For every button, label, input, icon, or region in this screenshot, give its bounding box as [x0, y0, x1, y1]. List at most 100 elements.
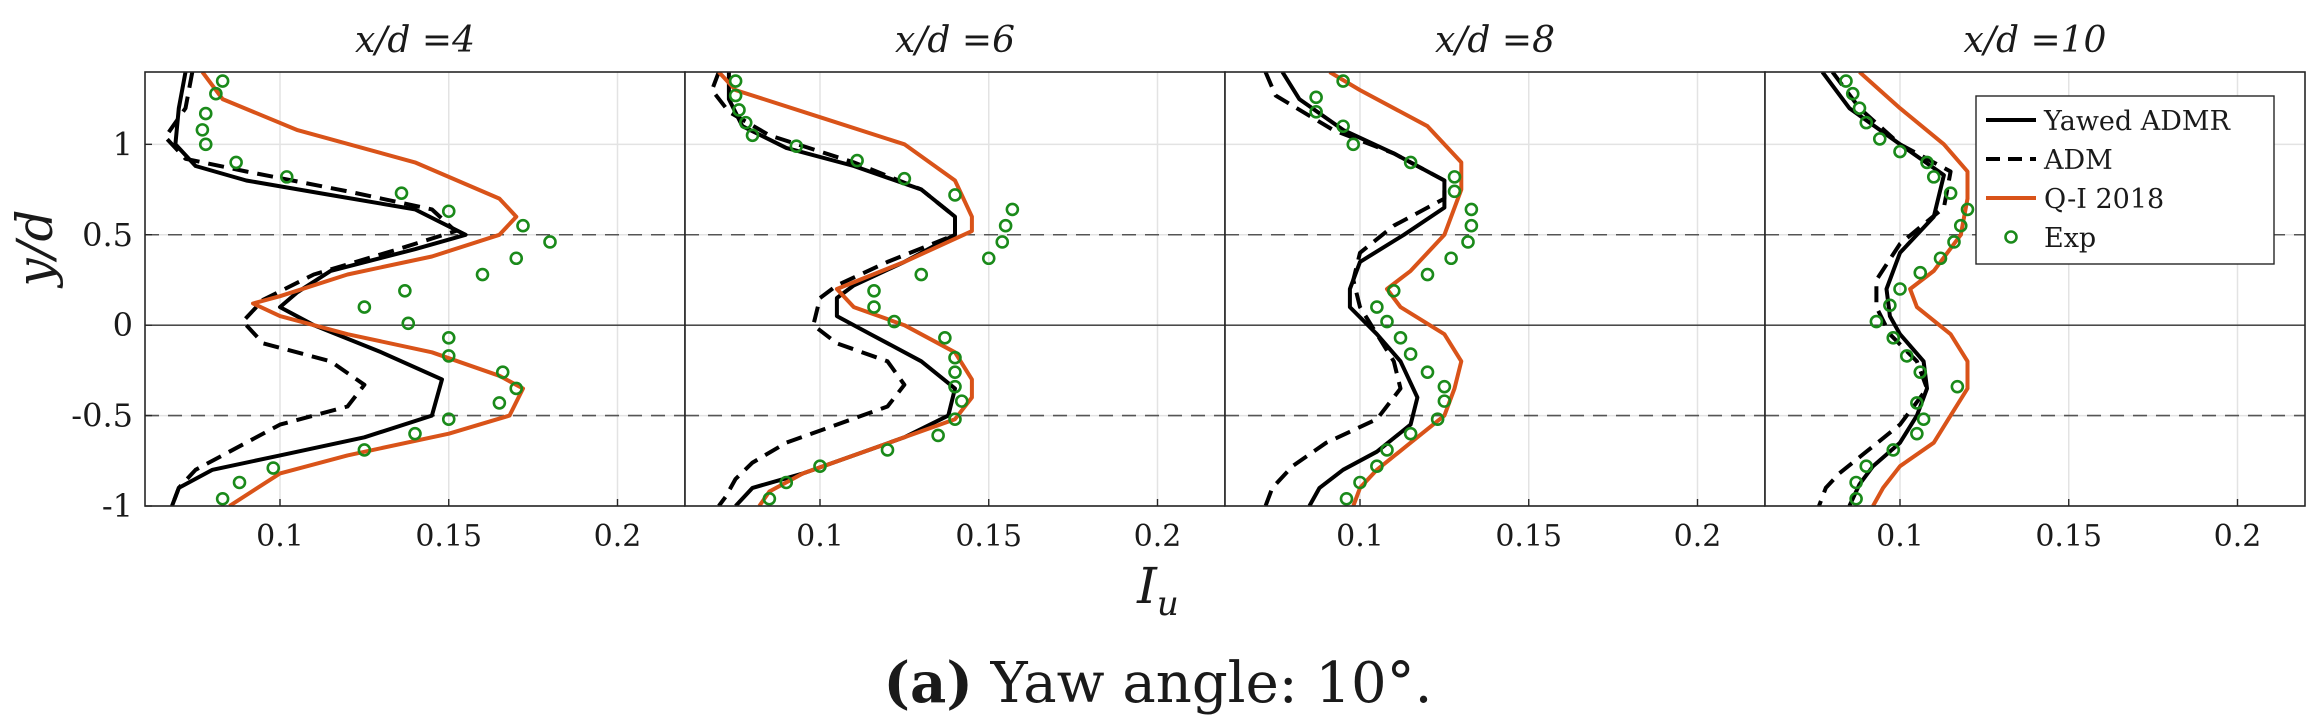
- exp-point: [1430, 412, 1445, 427]
- exp-point: [1380, 314, 1394, 329]
- exp-point: [1886, 331, 1901, 345]
- exp-point: [232, 475, 247, 490]
- exp-point: [1464, 202, 1479, 217]
- exp-point: [198, 106, 213, 121]
- exp-point: [1943, 186, 1958, 200]
- exp-point: [279, 170, 294, 184]
- y-tick-label: 0: [113, 306, 133, 344]
- exp-point: [1393, 331, 1408, 345]
- exp-point: [357, 443, 372, 457]
- y-tick-label: -0.5: [71, 397, 133, 435]
- exp-point: [1353, 475, 1367, 490]
- exp-point: [1916, 412, 1931, 427]
- exp-point: [509, 381, 524, 396]
- exp-point: [1849, 475, 1863, 490]
- caption-text: Yaw angle: 10°.: [973, 651, 1433, 716]
- exp-point: [1950, 379, 1965, 394]
- exp-point: [779, 475, 794, 490]
- exp-point: [880, 443, 895, 457]
- series-group: [1817, 72, 1975, 506]
- panel-4: 0.1 0.15 0.2 x/d =10 Yawed ADMR ADM Q-I 2018 Ex…: [1764, 20, 2306, 554]
- exp-point: [931, 428, 945, 443]
- exp-point: [887, 314, 902, 329]
- exp-point: [475, 267, 490, 282]
- exp-point: [1859, 115, 1874, 130]
- exp-point: [1336, 74, 1350, 88]
- exp-point: [441, 412, 456, 427]
- exp-point: [1447, 170, 1462, 184]
- series-line-yawed-admr: [1280, 72, 1447, 506]
- exp-point: [266, 461, 281, 475]
- exp-point: [1309, 90, 1323, 105]
- x-tick-label: 0.1: [796, 519, 844, 554]
- legend-label: Exp: [2044, 223, 2096, 254]
- exp-point: [1913, 265, 1928, 280]
- exp-point: [762, 491, 777, 506]
- x-tick-label: 0.15: [2035, 519, 2102, 554]
- exp-point: [998, 218, 1013, 233]
- series-group: [710, 72, 1020, 506]
- exp-point: [401, 316, 416, 331]
- legend-marker: [2004, 230, 2018, 244]
- figure-caption: (a) Yaw angle: 10°.: [884, 650, 1433, 716]
- series-line-adm: [710, 72, 957, 506]
- series-line-q-i-2018: [1858, 72, 1970, 506]
- panel-title: x/d =8: [1435, 20, 1555, 61]
- panel-title: x/d =6: [895, 20, 1015, 61]
- exp-point: [1346, 137, 1361, 152]
- exp-point: [948, 412, 962, 427]
- x-tick-label: 0.1: [256, 519, 304, 554]
- series-group: [1263, 72, 1479, 506]
- exp-point: [1444, 251, 1458, 266]
- x-tick-label: 0.2: [594, 519, 642, 554]
- series-line-q-i-2018: [1328, 72, 1464, 506]
- x-tick-label: 0.2: [1674, 519, 1722, 554]
- exp-point: [745, 128, 760, 143]
- exp-point: [1883, 298, 1897, 313]
- x-tick-label: 0.15: [1495, 519, 1562, 554]
- exp-point: [728, 88, 743, 103]
- caption-tag: (a): [884, 650, 973, 716]
- exp-point: [1420, 267, 1435, 282]
- exp-point: [1886, 443, 1901, 457]
- series-line-q-i-2018: [200, 72, 525, 506]
- exp-point: [357, 300, 372, 314]
- exp-point: [1464, 218, 1479, 233]
- exp-point: [1893, 282, 1907, 296]
- exp-point: [1403, 347, 1418, 361]
- exp-point: [1910, 396, 1924, 410]
- exp-point: [1926, 170, 1941, 184]
- legend-box: [1975, 95, 2275, 265]
- x-axis-label: Iu: [1136, 557, 1179, 624]
- exp-point: [897, 171, 912, 186]
- exp-point: [1852, 101, 1867, 115]
- y-tick-label: -1: [102, 487, 133, 525]
- exp-point: [215, 491, 230, 506]
- exp-point: [1849, 491, 1863, 506]
- exp-point: [1403, 426, 1418, 441]
- exp-point: [948, 379, 962, 394]
- exp-point: [1447, 184, 1462, 199]
- exp-point: [948, 188, 962, 202]
- exp-point: [1910, 426, 1924, 441]
- exp-point: [1893, 144, 1907, 159]
- panel-title: x/d =10: [1964, 20, 2107, 61]
- y-tick-label: 0.5: [82, 216, 133, 254]
- exp-point: [1386, 284, 1401, 298]
- exp-point: [732, 103, 746, 117]
- y-tick-label: 1: [113, 125, 133, 163]
- exp-point: [509, 251, 524, 266]
- exp-point: [1869, 314, 1884, 329]
- exp-point: [495, 365, 510, 379]
- legend-label: Q-I 2018: [2044, 184, 2164, 215]
- x-tick-label: 0.2: [2214, 519, 2262, 554]
- exp-point: [492, 396, 507, 410]
- x-tick-label: 0.15: [955, 519, 1022, 554]
- exp-point: [1420, 365, 1435, 379]
- exp-point: [728, 74, 743, 88]
- exp-point: [981, 251, 996, 266]
- exp-point: [1947, 235, 1961, 249]
- exp-point: [516, 218, 530, 233]
- exp-point: [441, 204, 456, 219]
